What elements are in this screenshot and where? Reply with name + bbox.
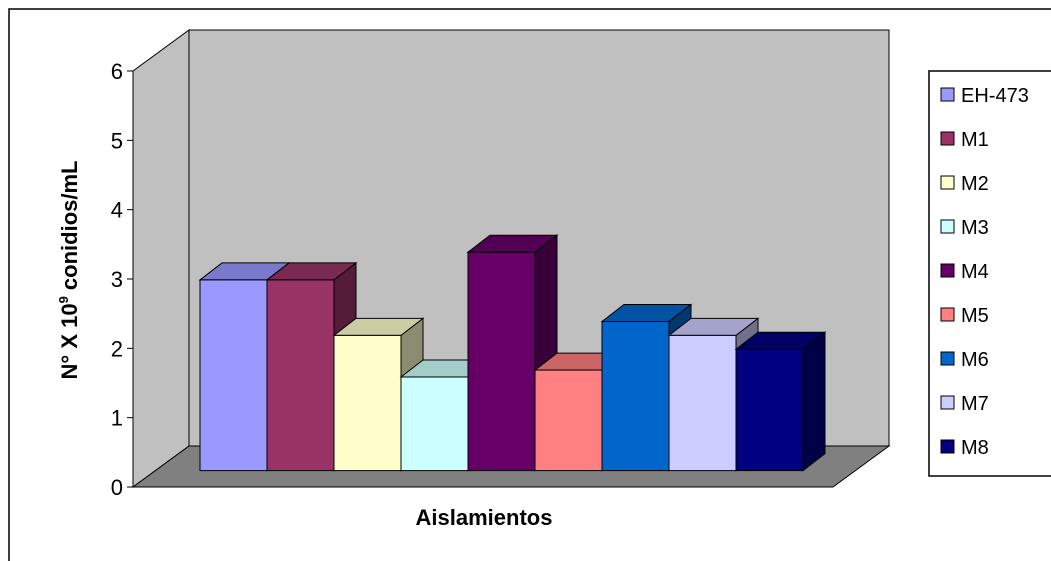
bar-m8 [736,332,825,470]
legend-label: M8 [961,437,989,459]
y-tick-label: 1 [111,406,123,431]
legend-swatch [941,440,954,453]
bar-front [267,280,334,471]
legend: EH-473 M1 M2 M3 M4 M5 M6 M7 M8 [929,71,1051,476]
bar-front [468,252,535,470]
legend-swatch [941,308,954,321]
y-tick-label: 2 [111,336,123,361]
y-tick-label: 0 [111,475,123,500]
y-tick-label: 4 [111,198,123,223]
legend-swatch [941,396,954,409]
y-tick-label: 5 [111,128,123,153]
legend-label: M3 [961,217,989,239]
bar-front [736,349,803,470]
y-axis-title-suffix: conidios/mL [57,161,82,297]
bar-front [334,335,401,470]
bar-front [401,377,468,471]
legend-swatch [941,176,954,189]
bar-front [200,280,267,471]
bar-front [669,335,736,470]
y-tick-label: 6 [111,59,123,84]
legend-label: EH-473 [961,85,1029,107]
legend-swatch [941,132,954,145]
bar-front [602,322,669,471]
bar-front [535,370,602,471]
side-wall [133,30,189,487]
y-axis-title-exponent: 9 [56,296,71,303]
legend-swatch [941,264,954,277]
legend-swatch [941,88,954,101]
legend-label: M7 [961,393,989,415]
legend-label: M1 [961,129,989,151]
legend-label: M5 [961,305,989,327]
y-axis-title: N° X 109 conidios/mL [56,161,82,380]
legend-label: M2 [961,173,989,195]
bar-side [803,332,825,470]
y-axis-title-prefix: N° X 10 [57,303,82,379]
legend-label: M4 [961,261,989,283]
legend-swatch [941,352,954,365]
x-axis-title: Aislamientos [416,505,553,530]
legend-label: M6 [961,349,989,371]
y-tick-label: 3 [111,267,123,292]
legend-swatch [941,220,954,233]
